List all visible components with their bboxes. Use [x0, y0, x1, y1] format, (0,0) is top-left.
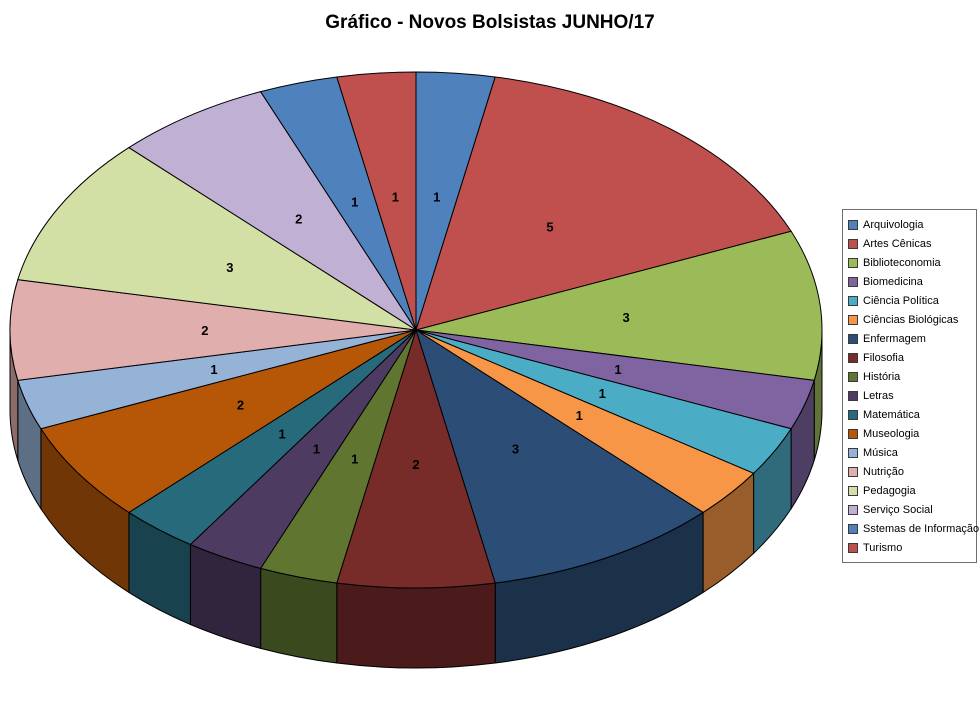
- data-label: 2: [237, 398, 244, 413]
- data-label: 1: [210, 362, 217, 377]
- data-label: 1: [599, 386, 606, 401]
- legend-item[interactable]: Filosofia: [848, 348, 974, 367]
- legend-label: Música: [863, 446, 898, 459]
- legend-label: Sstemas de Informação: [863, 522, 980, 535]
- legend-item[interactable]: Enfermagem: [848, 329, 974, 348]
- legend-label: Enfermagem: [863, 332, 926, 345]
- legend-label: Museologia: [863, 427, 920, 440]
- legend-label: Filosofia: [863, 351, 904, 364]
- legend-item[interactable]: Música: [848, 443, 974, 462]
- pie-slice[interactable]: [415, 328, 705, 584]
- pie-slice[interactable]: [40, 329, 417, 514]
- legend-label: Letras: [863, 389, 894, 402]
- legend-item[interactable]: Nutrição: [848, 462, 974, 481]
- legend-swatch: [848, 523, 858, 534]
- pie-3d-sides: [9, 329, 823, 669]
- pie-slice[interactable]: [415, 76, 792, 331]
- pie-slice-side: [336, 582, 496, 669]
- legend-label: História: [863, 370, 901, 383]
- legend-swatch: [848, 447, 858, 458]
- legend-item[interactable]: Pedagogia: [848, 481, 974, 500]
- data-label: 3: [622, 310, 629, 325]
- legend-item[interactable]: História: [848, 367, 974, 386]
- legend-label: Serviço Social: [863, 503, 933, 516]
- legend-item[interactable]: Arquivologia: [848, 215, 974, 234]
- data-label: 1: [433, 189, 440, 204]
- legend-swatch: [848, 428, 858, 439]
- legend-item[interactable]: Biblioteconomia: [848, 253, 974, 272]
- legend-swatch: [848, 542, 858, 553]
- legend-item[interactable]: Turismo: [848, 538, 974, 557]
- data-label: 2: [201, 323, 208, 338]
- legend-swatch: [848, 314, 858, 325]
- legend-item[interactable]: Letras: [848, 386, 974, 405]
- data-label: 3: [512, 441, 519, 456]
- legend-label: Turismo: [863, 541, 903, 554]
- legend-label: Matemática: [863, 408, 920, 421]
- data-label: 2: [295, 211, 302, 226]
- legend-item[interactable]: Ciências Biológicas: [848, 310, 974, 329]
- legend-label: Ciência Política: [863, 294, 939, 307]
- pie-slice[interactable]: [127, 91, 417, 331]
- data-label: 3: [226, 260, 233, 275]
- legend-swatch: [848, 466, 858, 477]
- legend-label: Ciências Biológicas: [863, 313, 959, 326]
- legend-item[interactable]: Artes Cênicas: [848, 234, 974, 253]
- legend-swatch: [848, 390, 858, 401]
- legend-swatch: [848, 352, 858, 363]
- legend-swatch: [848, 485, 858, 496]
- legend-label: Nutrição: [863, 465, 904, 478]
- data-label: 1: [614, 362, 621, 377]
- data-label: 1: [278, 427, 285, 442]
- legend-swatch: [848, 238, 858, 249]
- pie-slices: [9, 71, 823, 589]
- legend-item[interactable]: Ciência Política: [848, 291, 974, 310]
- data-label: 1: [392, 189, 399, 204]
- legend-item[interactable]: Serviço Social: [848, 500, 974, 519]
- legend-item[interactable]: Matemática: [848, 405, 974, 424]
- legend-label: Biomedicina: [863, 275, 923, 288]
- data-label: 1: [351, 195, 358, 210]
- data-label: 1: [313, 441, 320, 456]
- chart-legend: Arquivologia Artes Cênicas Biblioteconomia…: [842, 209, 979, 563]
- pie-slice[interactable]: [17, 146, 417, 331]
- legend-item[interactable]: Biomedicina: [848, 272, 974, 291]
- legend-label: Artes Cênicas: [863, 237, 932, 250]
- legend-item[interactable]: Sstemas de Informação: [848, 519, 979, 538]
- data-label: 2: [412, 457, 419, 472]
- legend-swatch: [848, 409, 858, 420]
- pie-slice[interactable]: [336, 328, 496, 589]
- legend-swatch: [848, 371, 858, 382]
- pie-slice-side: [260, 567, 338, 664]
- legend-label: Biblioteconomia: [863, 256, 941, 269]
- pie-slice[interactable]: [9, 279, 417, 381]
- legend-label: Arquivologia: [863, 218, 924, 231]
- legend-swatch: [848, 276, 858, 287]
- data-label: 1: [351, 451, 358, 466]
- legend-swatch: [848, 219, 858, 230]
- legend-swatch: [848, 333, 858, 344]
- pie-slice[interactable]: [415, 230, 823, 381]
- chart-title: Gráfico - Novos Bolsistas JUNHO/17: [325, 12, 655, 33]
- data-label: 5: [546, 219, 553, 234]
- data-label: 1: [576, 408, 583, 423]
- legend-swatch: [848, 295, 858, 306]
- legend-swatch: [848, 504, 858, 515]
- legend-swatch: [848, 257, 858, 268]
- pie-slice[interactable]: [336, 71, 417, 331]
- legend-item[interactable]: Museologia: [848, 424, 974, 443]
- legend-label: Pedagogia: [863, 484, 916, 497]
